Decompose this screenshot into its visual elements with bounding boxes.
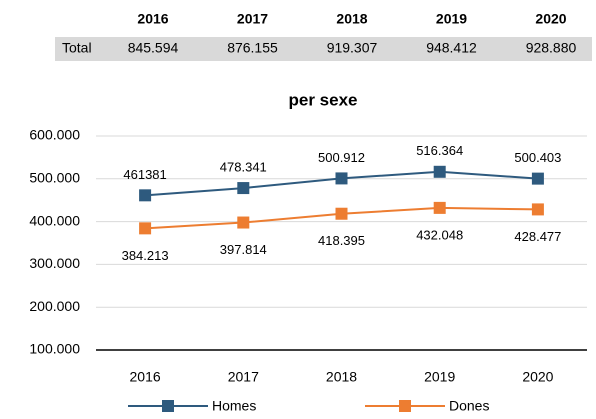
point-marker	[237, 216, 250, 229]
x-tick-label: 2020	[522, 369, 553, 385]
x-tick-label: 2017	[228, 369, 259, 385]
y-tick-label: 200.000	[29, 298, 80, 314]
row-label: Total	[62, 40, 92, 56]
x-tick-label: 2016	[130, 369, 161, 385]
table-cell: 928.880	[526, 40, 577, 56]
data-label: 397.814	[220, 242, 267, 257]
point-marker	[433, 201, 446, 214]
point-marker	[139, 189, 152, 202]
legend-marker	[162, 400, 174, 412]
y-tick-label: 100.000	[29, 341, 80, 357]
chart-title: per sexe	[289, 90, 358, 109]
x-tick-label: 2019	[424, 369, 455, 385]
column-header: 2017	[237, 11, 268, 27]
table-cell: 948.412	[426, 40, 477, 56]
column-header: 2018	[336, 11, 367, 27]
point-marker	[433, 165, 446, 178]
column-header: 2019	[436, 11, 467, 27]
legend-label: Dones	[449, 398, 489, 414]
point-marker	[531, 172, 544, 185]
y-tick-label: 600.000	[29, 127, 80, 143]
table-cell: 919.307	[327, 40, 378, 56]
point-marker	[335, 172, 348, 185]
legend-label: Homes	[212, 398, 256, 414]
column-header: 2020	[535, 11, 566, 27]
data-label: 432.048	[416, 227, 463, 242]
data-label: 461381	[123, 167, 166, 182]
data-label: 428.477	[514, 229, 561, 244]
data-label: 384.213	[122, 248, 169, 263]
y-tick-label: 400.000	[29, 212, 80, 228]
y-tick-label: 500.000	[29, 170, 80, 186]
table-cell: 845.594	[128, 40, 179, 56]
legend-marker	[399, 400, 411, 412]
point-marker	[139, 222, 152, 235]
point-marker	[237, 182, 250, 195]
y-tick-label: 300.000	[29, 255, 80, 271]
data-label: 418.395	[318, 233, 365, 248]
data-label: 478.341	[220, 160, 267, 175]
point-marker	[531, 203, 544, 216]
data-label: 500.912	[318, 150, 365, 165]
column-header: 2016	[137, 11, 168, 27]
x-tick-label: 2018	[326, 369, 357, 385]
data-label: 516.364	[416, 143, 463, 158]
point-marker	[335, 207, 348, 220]
table-cell: 876.155	[227, 40, 278, 56]
data-label: 500.403	[514, 150, 561, 165]
total-row-background	[55, 37, 592, 61]
